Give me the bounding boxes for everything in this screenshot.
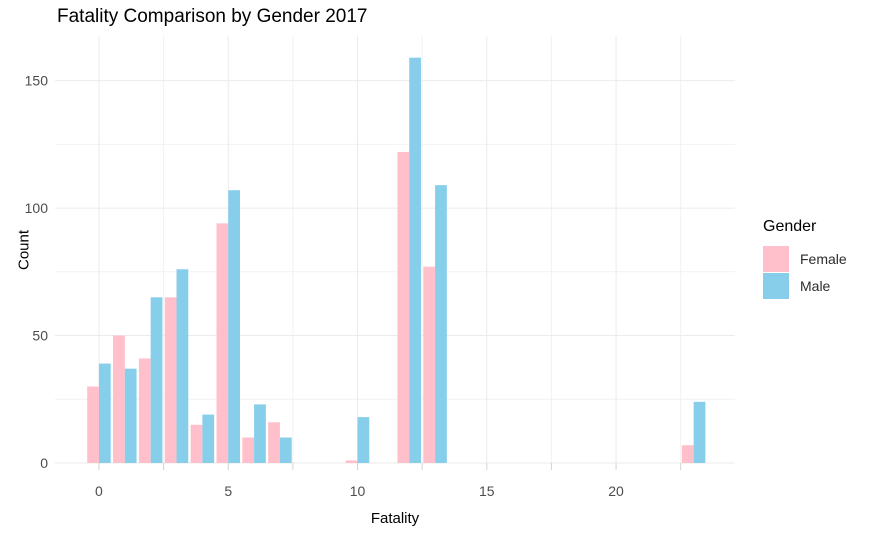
- bar-male-x5: [228, 190, 240, 463]
- chart-title: Fatality Comparison by Gender 2017: [57, 6, 368, 27]
- x-tick-label-20: 20: [608, 483, 624, 499]
- bar-female-x5: [216, 223, 229, 463]
- bar-female-x6: [242, 437, 255, 463]
- x-tick-label-0: 0: [95, 483, 103, 499]
- bar-male-x13: [435, 185, 447, 463]
- bar-male-x0: [98, 363, 111, 463]
- bar-male-x4: [202, 414, 215, 463]
- y-tick-label-100: 100: [25, 200, 49, 216]
- bar-female-x3: [164, 297, 177, 463]
- y-tick-label-50: 50: [32, 328, 48, 344]
- bar-female-x2: [138, 358, 151, 463]
- legend-title: Gender: [763, 218, 817, 235]
- y-tick-label-150: 150: [25, 73, 49, 89]
- x-tick-label-5: 5: [224, 483, 232, 499]
- x-tick-label-10: 10: [350, 483, 366, 499]
- bar-female-x7: [268, 422, 280, 463]
- bar-female-x13: [423, 266, 436, 463]
- x-tick-label-15: 15: [479, 483, 495, 499]
- bar-male-x7: [279, 437, 292, 463]
- plot-area: 0 5 10 15 20 0 50 100 150: [25, 36, 735, 499]
- bar-male-x2: [150, 297, 163, 463]
- bar-male-x12: [409, 57, 421, 464]
- female-swatch-icon: [763, 246, 789, 272]
- bar-male-x23: [693, 401, 706, 463]
- legend-item-male: Male: [763, 273, 847, 299]
- legend-item-female: Female: [763, 246, 847, 272]
- bar-male-x6: [254, 404, 266, 463]
- x-axis-title: Fatality: [370, 510, 420, 527]
- legend-label-male: Male: [800, 278, 831, 294]
- male-swatch-icon: [763, 273, 789, 299]
- bar-male-x3: [176, 269, 189, 463]
- bar-female-x1: [113, 335, 125, 463]
- legend: Gender Female Male: [763, 218, 847, 300]
- bar-female-x0: [87, 386, 99, 463]
- y-tick-label-0: 0: [40, 455, 48, 471]
- bar-female-x10: [345, 460, 358, 463]
- bar-female-x23: [681, 445, 694, 463]
- legend-label-female: Female: [800, 251, 847, 267]
- bar-female-x4: [190, 424, 203, 463]
- bar-female-x12: [397, 151, 410, 464]
- bar-male-x1: [124, 368, 137, 463]
- bar-male-x10: [357, 417, 370, 463]
